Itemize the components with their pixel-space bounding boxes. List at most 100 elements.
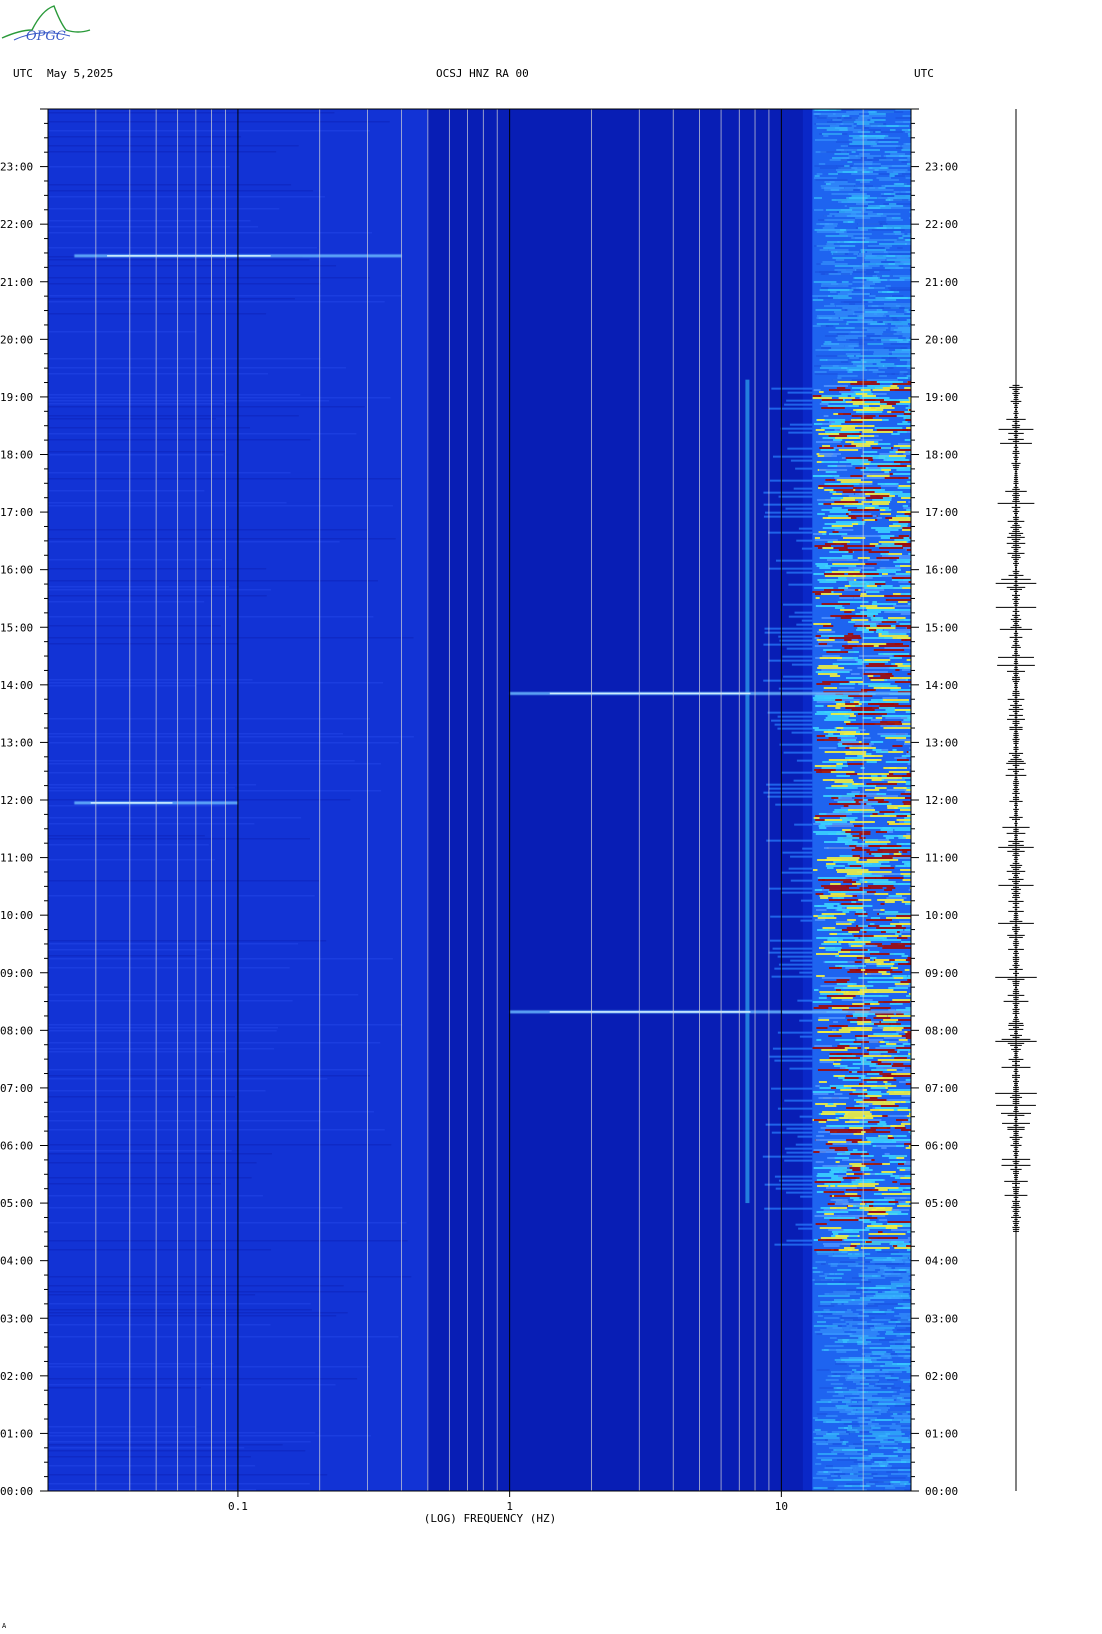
energy-cell xyxy=(870,1453,884,1455)
energy-cell xyxy=(867,1139,897,1141)
energy-cell xyxy=(838,549,853,551)
energy-cell xyxy=(816,1401,832,1403)
energy-cell xyxy=(814,373,838,375)
energy-cell xyxy=(815,893,824,895)
energy-cell xyxy=(897,159,911,161)
energy-cell xyxy=(843,1423,859,1425)
noise-row xyxy=(48,184,292,186)
energy-cell xyxy=(894,681,911,683)
energy-cell xyxy=(909,1379,911,1381)
energy-cell xyxy=(824,455,837,457)
energy-cell xyxy=(816,499,841,501)
energy-cell xyxy=(904,239,911,241)
energy-cell xyxy=(817,915,835,917)
energy-cell xyxy=(866,1081,878,1083)
energy-cell xyxy=(841,493,854,495)
energy-cell xyxy=(815,1085,820,1087)
energy-cell xyxy=(848,495,876,497)
energy-cell xyxy=(856,203,869,205)
energy-cell xyxy=(869,463,901,465)
energy-cell xyxy=(880,537,891,539)
energy-cell xyxy=(859,989,894,991)
energy-cell xyxy=(859,1103,873,1105)
energy-ramp xyxy=(791,731,813,734)
energy-cell xyxy=(835,1161,840,1163)
energy-cell xyxy=(906,465,911,467)
energy-cell xyxy=(848,905,863,907)
energy-cell xyxy=(874,359,886,361)
energy-cell xyxy=(830,283,839,285)
energy-cell xyxy=(900,1183,911,1185)
energy-cell xyxy=(822,1243,851,1245)
energy-cell xyxy=(883,255,911,257)
energy-cell xyxy=(907,603,911,605)
energy-cell xyxy=(859,435,875,437)
energy-cell xyxy=(823,795,855,797)
energy-cell xyxy=(901,1013,911,1015)
energy-cell xyxy=(814,175,820,177)
energy-cell xyxy=(876,1385,895,1387)
energy-cell xyxy=(844,505,873,507)
energy-cell xyxy=(861,1279,869,1281)
energy-cell xyxy=(834,809,854,811)
energy-cell xyxy=(873,1365,884,1367)
energy-cell xyxy=(824,1105,837,1107)
energy-cell xyxy=(845,1379,879,1381)
energy-cell xyxy=(907,815,911,817)
energy-cell xyxy=(822,547,834,549)
energy-cell xyxy=(874,1325,897,1327)
energy-cell xyxy=(837,801,868,803)
energy-cell xyxy=(846,205,876,207)
energy-cell xyxy=(878,653,910,655)
energy-cell xyxy=(856,1383,865,1385)
energy-cell xyxy=(901,145,911,147)
energy-cell xyxy=(902,335,911,337)
energy-cell xyxy=(819,1407,844,1409)
noise-row xyxy=(48,772,229,774)
energy-cell xyxy=(849,583,869,585)
energy-cell xyxy=(872,1287,886,1289)
energy-cell xyxy=(861,417,873,419)
energy-cell xyxy=(870,1127,891,1129)
energy-cell xyxy=(859,265,880,267)
energy-cell xyxy=(830,883,841,885)
energy-cell xyxy=(827,729,837,731)
energy-cell xyxy=(851,237,867,239)
noise-row xyxy=(48,541,340,543)
energy-cell xyxy=(877,1025,897,1027)
energy-cell xyxy=(885,761,891,763)
energy-cell xyxy=(819,1061,835,1063)
energy-cell xyxy=(906,427,911,429)
energy-ramp xyxy=(771,1131,813,1134)
energy-cell xyxy=(813,281,837,283)
energy-cell xyxy=(862,747,876,749)
energy-cell xyxy=(819,557,853,559)
energy-cell xyxy=(816,1473,831,1475)
energy-ramp xyxy=(793,779,813,782)
energy-cell xyxy=(848,581,867,583)
energy-cell xyxy=(835,313,855,315)
energy-cell xyxy=(859,879,889,881)
energy-cell xyxy=(822,779,834,781)
energy-cell xyxy=(822,761,847,763)
energy-cell xyxy=(849,1143,872,1145)
energy-cell xyxy=(886,887,896,889)
energy-cell xyxy=(844,635,861,637)
energy-cell xyxy=(832,1029,837,1031)
energy-cell xyxy=(823,819,854,821)
energy-cell xyxy=(829,291,837,293)
energy-cell xyxy=(842,941,871,943)
energy-cell xyxy=(897,501,907,503)
energy-cell xyxy=(830,1169,853,1171)
energy-cell xyxy=(894,757,907,759)
energy-ramp xyxy=(787,447,813,450)
energy-cell xyxy=(817,877,849,879)
energy-cell xyxy=(881,855,901,857)
energy-cell xyxy=(901,173,911,175)
energy-cell xyxy=(840,1229,870,1231)
energy-cell xyxy=(890,1415,911,1417)
energy-cell xyxy=(906,1271,911,1273)
energy-cell xyxy=(862,1079,897,1081)
energy-cell xyxy=(830,1199,848,1201)
noise-row xyxy=(48,1444,283,1446)
